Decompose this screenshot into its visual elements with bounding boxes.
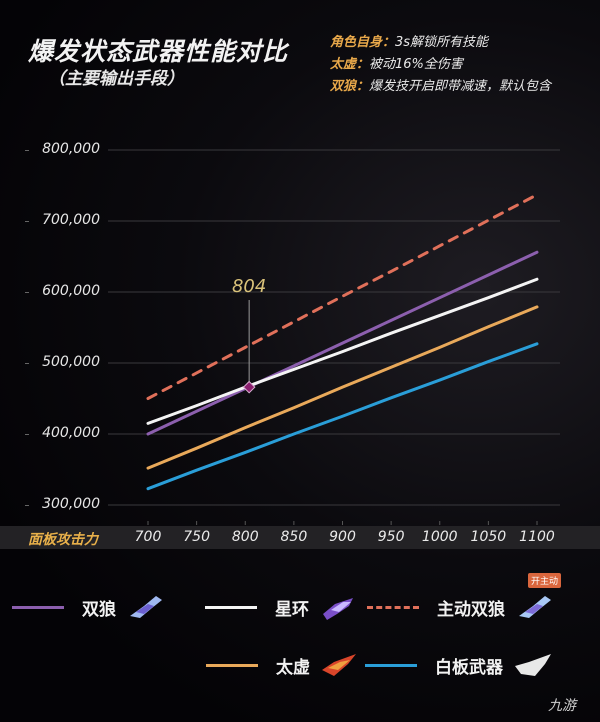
series-lines <box>146 193 539 491</box>
x-tick-label: 950 <box>377 529 405 545</box>
star-ring-weapon-icon <box>323 598 353 620</box>
twin-wolf-active-weapon-icon <box>519 596 551 618</box>
x-axis-title: 面板攻击力 <box>28 532 98 548</box>
legend-swatch <box>206 663 258 667</box>
note-key: 角色自身： <box>330 35 396 50</box>
annotation: 804 <box>232 276 266 394</box>
y-tick <box>25 434 29 435</box>
active-badge: 开主动 <box>528 573 562 588</box>
plain-weapon-icon <box>515 654 551 676</box>
notes-panel: 角色自身：3s解锁所有技能 太虚：被动16%全伤害 双狼：爆发技开启即带减速，默… <box>330 32 551 98</box>
intersection-marker-icon <box>242 380 256 394</box>
y-tick-label: 400,000 <box>42 425 100 441</box>
y-tick <box>25 292 29 293</box>
x-axis-band <box>0 526 600 549</box>
x-ticks <box>147 521 538 525</box>
note-row: 太虚：被动16%全伤害 <box>330 54 551 76</box>
note-row: 双狼：爆发技开启即带减速，默认包含 <box>330 76 551 98</box>
legend-label: 主动双狼 <box>437 599 505 620</box>
y-tick-label: 800,000 <box>42 141 100 157</box>
y-tick <box>25 363 29 364</box>
annotation-label: 804 <box>232 276 266 297</box>
gridlines <box>108 149 560 506</box>
chart-title: 爆发状态武器性能对比 <box>28 37 289 66</box>
y-tick-label: 300,000 <box>42 496 100 512</box>
series-line <box>146 277 539 425</box>
chart-subtitle: （主要输出手段） <box>48 69 184 89</box>
x-tick-label: 700 <box>134 529 162 545</box>
legend-item-xinghuan: 星环 <box>205 592 359 622</box>
watermark-logo: 九游 <box>548 698 576 714</box>
series-line <box>146 193 539 400</box>
x-tick-label: 750 <box>183 529 210 545</box>
x-tick-label: 800 <box>231 529 259 545</box>
x-tick-label: 900 <box>329 529 356 545</box>
x-tick-label: 1100 <box>519 529 555 545</box>
x-tick-label: 850 <box>280 529 308 545</box>
legend-item-active-shuanglang: 主动双狼 <box>367 592 555 622</box>
y-tick <box>25 221 29 222</box>
series-line <box>146 342 539 491</box>
x-tick-label: 1000 <box>421 529 458 545</box>
note-value: 3s解锁所有技能 <box>395 35 489 50</box>
legend-label: 双狼 <box>82 599 116 620</box>
legend-item-baiban: 白板武器 <box>365 650 553 680</box>
y-tick <box>25 150 29 151</box>
series-line <box>146 250 539 436</box>
y-tick-label: 600,000 <box>42 283 100 299</box>
legend-item-taixu: 太虚 <box>206 650 360 680</box>
note-key: 太虚： <box>330 57 370 72</box>
series-line <box>146 305 539 470</box>
y-tick-label: 500,000 <box>42 354 100 370</box>
x-tick-label: 1050 <box>470 529 507 545</box>
legend-label: 星环 <box>275 599 309 620</box>
taixu-weapon-icon <box>322 654 356 676</box>
legend-swatch <box>205 605 257 609</box>
note-value: 被动16%全伤害 <box>369 57 463 72</box>
y-tick <box>25 505 29 506</box>
legend-label: 太虚 <box>276 657 310 678</box>
note-value: 爆发技开启即带减速，默认包含 <box>369 79 552 94</box>
legend-swatch <box>12 605 64 609</box>
note-key: 双狼： <box>330 79 370 94</box>
legend-swatch <box>365 663 417 667</box>
y-tick-label: 700,000 <box>42 212 100 228</box>
twin-wolf-weapon-icon <box>130 596 162 618</box>
legend-item-shuanglang: 双狼 <box>12 592 166 622</box>
legend-swatch <box>367 605 419 609</box>
legend-label: 白板武器 <box>435 657 503 678</box>
note-row: 角色自身：3s解锁所有技能 <box>330 32 551 54</box>
